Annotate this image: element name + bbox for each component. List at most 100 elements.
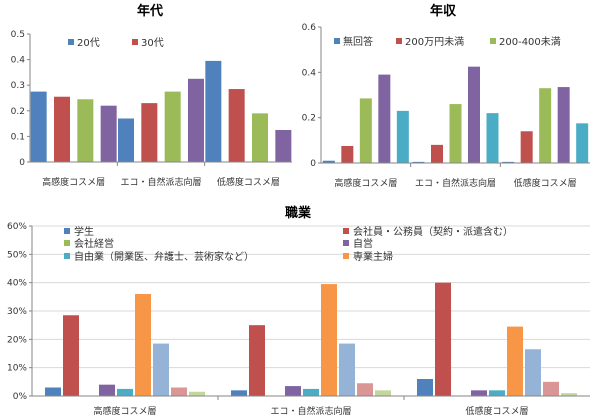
age-y-tick-label: 0.3 <box>11 81 25 91</box>
age-y-tick-label: 0.2 <box>11 107 25 117</box>
income-bar-s3-c2 <box>449 104 462 163</box>
age-legend-swatch-20s <box>68 39 74 45</box>
age-bar-s1-c1 <box>30 91 47 162</box>
occupation-y-tick-label: 30% <box>7 307 27 317</box>
occupation-bar-s7-c3 <box>525 349 541 396</box>
occupation-bar-s9-c1 <box>189 391 205 396</box>
occupation-bar-s1-c2 <box>231 390 247 396</box>
income-y-tick-label: 0.2 <box>302 114 316 124</box>
income-bar-s4-c3 <box>557 87 570 163</box>
occupation-y-tick-label: 40% <box>7 279 27 289</box>
income-bar-s5-c3 <box>576 123 589 163</box>
income-chart: 年収 0 0.2 0.4 0.6 高感度コスメ層 エコ・自然派志向層 低感度コスメ層 無回… <box>302 3 590 189</box>
occupation-legend-label-executive: 会社経営 <box>74 237 114 250</box>
age-bar-s1-c2 <box>118 118 134 162</box>
occupation-chart-legend: 学生 会社員・公務員（契約・派遣含む） 会社経営 自営 自由業（開業医、弁護士、… <box>64 225 513 263</box>
income-legend-label-under-200: 200万円未満 <box>405 36 464 48</box>
occupation-y-tick-label: 60% <box>7 222 27 232</box>
income-y-tick-label: 0.6 <box>302 23 317 33</box>
age-y-tick-label: 0.1 <box>11 132 25 142</box>
occupation-legend-label-student: 学生 <box>74 225 94 238</box>
occupation-legend-label-housewife: 専業主婦 <box>353 250 393 263</box>
income-bar-s5-c2 <box>486 113 499 163</box>
age-bar-s1-c3 <box>205 60 222 162</box>
occupation-bar-s4-c2 <box>285 386 301 396</box>
income-bar-s4-c2 <box>468 66 480 163</box>
occupation-category-label: エコ・自然派志向層 <box>270 405 351 417</box>
occupation-bar-s4-c3 <box>471 390 487 396</box>
age-y-tick-label: 0.5 <box>11 30 25 40</box>
age-legend-label-30s: 30代 <box>141 37 164 49</box>
occupation-bar-s8-c2 <box>357 383 373 396</box>
occupation-bar-s4-c1 <box>99 384 115 396</box>
income-bar-s2-c2 <box>431 144 443 163</box>
occupation-bar-s8-c1 <box>171 387 187 396</box>
occupation-bar-s2-c2 <box>249 325 265 396</box>
age-chart-title: 年代 <box>137 3 163 19</box>
age-y-tick-label: 0 <box>19 158 25 168</box>
age-category-label: エコ・自然派志向層 <box>120 176 201 188</box>
age-bar-s3-c3 <box>252 113 268 162</box>
occupation-y-tick-label: 0% <box>13 392 28 402</box>
age-bar-s3-c2 <box>164 91 181 162</box>
income-bar-s4-c1 <box>378 74 391 163</box>
income-category-label: エコ・自然派志向層 <box>415 177 496 189</box>
occupation-bar-s9-c3 <box>561 393 577 396</box>
occupation-bar-s7-c1 <box>153 343 169 396</box>
income-legend-swatch-no-answer <box>334 38 340 44</box>
age-bar-s3-c1 <box>77 99 94 162</box>
income-category-label: 低感度コスメ層 <box>514 177 577 189</box>
occupation-bar-s5-c1 <box>117 388 133 396</box>
occupation-y-tick-label: 50% <box>7 250 27 260</box>
occupation-legend-swatch-housewife <box>343 253 349 259</box>
occupation-bar-s5-c3 <box>489 390 505 396</box>
occupation-bar-s2-c1 <box>63 315 79 396</box>
occupation-legend-swatch-employee <box>343 228 349 234</box>
age-category-label: 低感度コスメ層 <box>217 176 280 188</box>
income-bar-s3-c1 <box>359 98 372 163</box>
age-bar-s4-c3 <box>275 130 292 162</box>
income-legend-label-200-400: 200-400未満 <box>499 36 561 48</box>
occupation-y-tick-label: 20% <box>7 335 27 345</box>
income-bar-s1-c3 <box>502 161 515 163</box>
age-chart-plot-area <box>30 34 292 162</box>
age-bar-s2-c2 <box>141 103 158 162</box>
income-chart-legend: 無回答 200万円未満 200-400未満 <box>334 35 561 48</box>
income-legend-label-no-answer: 無回答 <box>343 35 373 48</box>
occupation-bar-s8-c3 <box>543 381 559 396</box>
occupation-bar-s6-c3 <box>507 326 523 396</box>
occupation-bar-s6-c1 <box>135 294 151 396</box>
income-y-tick-label: 0.4 <box>302 68 317 78</box>
income-category-label: 高感度コスメ層 <box>334 177 397 189</box>
age-chart-legend: 20代 30代 <box>68 37 164 49</box>
occupation-bar-s7-c2 <box>339 343 355 396</box>
age-chart: 年代 0 0.1 0.2 0.3 0.4 0.5 高感度コスメ層 エコ・自然派志向層 低感度コ… <box>11 3 292 188</box>
occupation-y-tick-label: 10% <box>7 364 27 374</box>
age-bar-s4-c1 <box>100 105 117 162</box>
income-bar-s3-c3 <box>539 88 552 163</box>
occupation-bar-s1-c3 <box>417 379 433 396</box>
occupation-chart-title: 職業 <box>285 205 312 221</box>
occupation-chart: 職業 0% 10% 20% 30% 40% 50% 60% 高感度コスメ層 エコ・自然派志向層… <box>7 205 590 417</box>
income-bar-s2-c3 <box>520 131 533 163</box>
occupation-legend-swatch-student <box>64 228 70 234</box>
income-bar-s1-c2 <box>412 161 425 163</box>
occupation-bar-s9-c2 <box>375 390 391 396</box>
occupation-legend-label-employee: 会社員・公務員（契約・派遣含む） <box>353 225 513 238</box>
age-bar-s2-c1 <box>54 96 70 162</box>
occupation-legend-label-freelance: 自由業（開業医、弁護士、芸術家など） <box>74 250 254 263</box>
age-bar-s4-c2 <box>188 78 204 162</box>
occupation-bar-s2-c3 <box>435 282 451 396</box>
income-bar-s2-c1 <box>341 146 354 163</box>
occupation-category-label: 高感度コスメ層 <box>93 405 156 417</box>
income-bar-s5-c1 <box>396 110 409 163</box>
occupation-category-label: 低感度コスメ層 <box>465 405 528 417</box>
age-category-label: 高感度コスメ層 <box>42 176 105 188</box>
occupation-legend-swatch-freelance <box>64 253 70 259</box>
income-legend-swatch-under-200 <box>396 38 402 44</box>
age-y-tick-label: 0.4 <box>11 56 26 66</box>
income-y-tick-label: 0 <box>310 159 316 169</box>
age-legend-label-20s: 20代 <box>77 37 100 49</box>
income-legend-swatch-200-400 <box>490 38 496 44</box>
income-bar-s1-c1 <box>322 160 335 163</box>
